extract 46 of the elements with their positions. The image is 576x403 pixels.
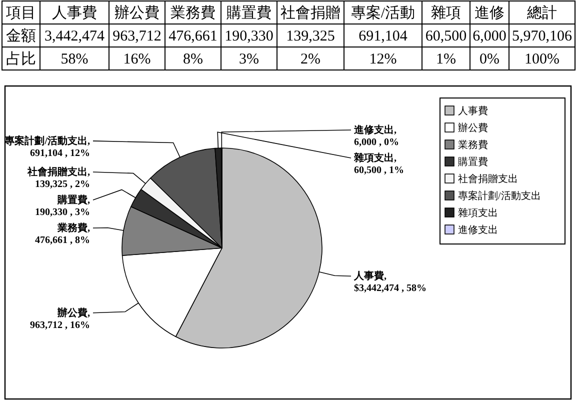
data-label: 雜項支出, 60,500 , 1% — [353, 152, 404, 176]
legend-label: 進修支出 — [458, 224, 498, 236]
category-label: 購置費 — [226, 4, 272, 22]
text: 5,970,106 — [512, 28, 572, 44]
category-label: 專案/活動 — [350, 4, 416, 22]
text: 1% — [436, 52, 456, 68]
data-label: 專案計劃/活動支出, 691,104 , 12% — [4, 134, 90, 159]
text: 476,661 — [168, 28, 218, 44]
legend-label: 人事費 — [458, 105, 488, 117]
text: 691,104 — [358, 28, 408, 44]
data-label: 辦公費, 963,712 , 16% — [30, 306, 90, 331]
text: 60,500 — [425, 28, 467, 44]
text: 12% — [369, 52, 397, 68]
text: 3% — [239, 52, 259, 68]
legend-label: 購置費 — [458, 156, 488, 168]
legend-label: 雜項支出 — [458, 207, 498, 219]
text: 6,000 — [472, 28, 506, 44]
text: 16% — [123, 52, 151, 68]
text: 139,325 — [286, 28, 335, 44]
category-label: 辦公費 — [114, 4, 160, 22]
text: 0% — [480, 52, 500, 68]
legend-label: 業務費 — [458, 139, 488, 151]
text: 8% — [183, 52, 203, 68]
category-label: 業務費 — [170, 4, 216, 22]
category-label: 雜項 — [431, 4, 461, 22]
data-label: 業務費, 476,661 , 8% — [35, 222, 90, 246]
category-label: 進修 — [474, 4, 504, 22]
text: 100% — [524, 52, 560, 68]
data-label: 社會捐贈支出, 139,325 , 2% — [26, 166, 90, 190]
text: 2% — [300, 52, 320, 68]
category-label: 人事費 — [52, 4, 97, 22]
legend-label: 專案計劃/活動支出 — [458, 190, 541, 202]
data-label: 人事費, $3,442,474 , 58% — [353, 270, 426, 294]
text: 3,442,474 — [44, 28, 104, 44]
data-label: 購置費, 190,330 , 3% — [35, 194, 90, 218]
category-label: 總計 — [526, 4, 557, 22]
category-label: 占比 — [6, 52, 36, 68]
text: 58% — [60, 52, 88, 68]
text: 190,330 — [224, 28, 274, 44]
text: 963,712 — [112, 28, 162, 44]
text: 項目 — [5, 6, 36, 22]
category-label: 金額 — [6, 28, 36, 44]
legend-label: 社會捐贈支出 — [458, 173, 518, 185]
data-label: 進修支出, 6,000 , 0% — [353, 124, 399, 148]
category-label: 社會捐贈 — [280, 4, 340, 22]
legend-label: 辦公費 — [458, 122, 488, 134]
